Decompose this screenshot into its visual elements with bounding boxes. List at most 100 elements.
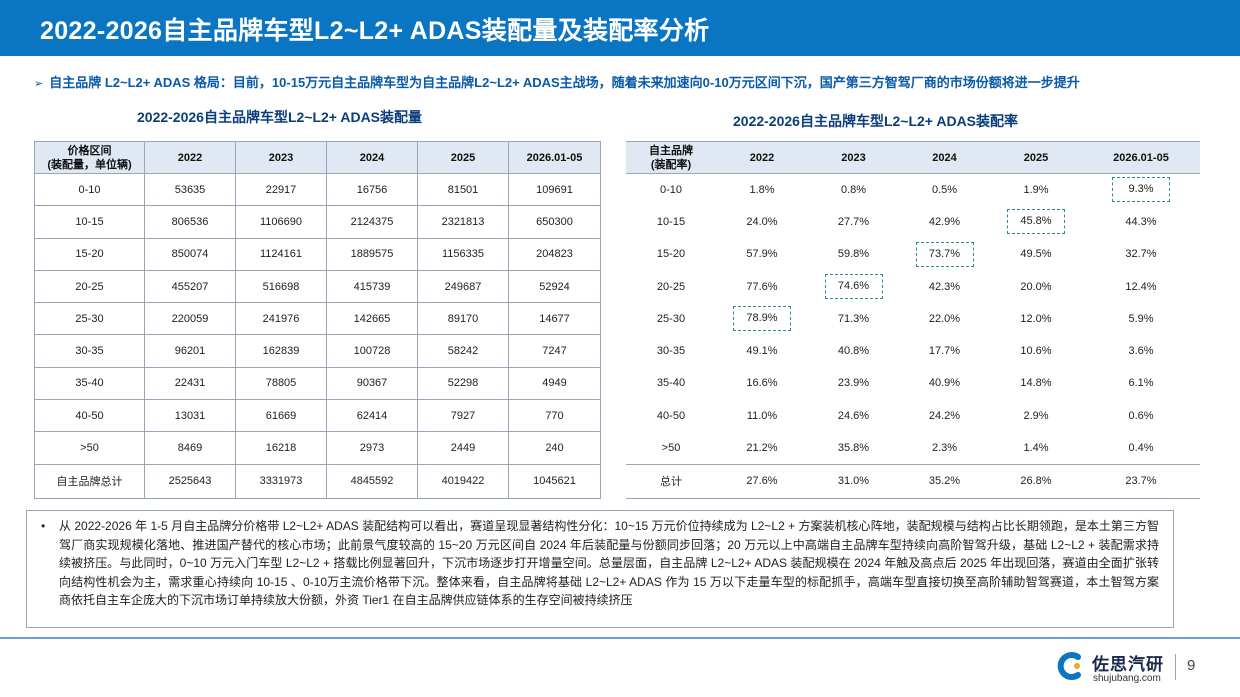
table-cell: 16756 — [326, 172, 418, 207]
table-cell: 2124375 — [326, 205, 418, 239]
column-header: 2026.01-05 — [508, 141, 601, 174]
header-line: 自主品牌 — [649, 144, 693, 157]
table-cell: 1.4% — [1023, 441, 1049, 454]
column-header-brand: 自主品牌 (装配率) — [626, 141, 716, 174]
total-label: 自主品牌总计 — [34, 463, 145, 499]
column-header: 2024 — [899, 141, 990, 174]
row-label: 10-15 — [34, 205, 145, 239]
page-title: 2022-2026自主品牌车型L2~L2+ ADAS装配量及装配率分析 — [40, 17, 710, 45]
brand-url: shujubang.com — [1093, 673, 1161, 684]
table-cell: 12.4% — [1125, 280, 1157, 293]
table-cell: 58242 — [417, 334, 509, 368]
table-cell: 52298 — [417, 366, 509, 401]
column-header: 2022 — [144, 141, 236, 174]
table-cell: 49.5% — [1020, 248, 1052, 261]
table-cell: 6.1% — [1128, 377, 1154, 390]
highlighted-value: 78.9% — [733, 306, 791, 332]
table-row: 15-20 850074 1124161 1889575 1156335 204823 — [34, 237, 601, 271]
table-cell: 90367 — [326, 366, 418, 401]
table-row: 10-15 24.0% 27.7% 42.9% 45.8% 44.3% — [626, 206, 1200, 238]
table-cell: 71.3% — [837, 312, 870, 325]
table-cell: 220059 — [144, 302, 236, 336]
table-cell: 5.9% — [1128, 312, 1154, 325]
table-row: 25-30 78.9% 71.3% 22.0% 12.0% 5.9% — [626, 303, 1200, 335]
bullet-icon: • — [41, 519, 46, 533]
table-cell: 0.4% — [1128, 441, 1154, 454]
table-cell: 142665 — [326, 302, 418, 336]
table-cell: 44.3% — [1125, 215, 1157, 228]
table-cell: 8469 — [144, 431, 236, 465]
table-cell: 2321813 — [417, 205, 509, 239]
table-cell: 40.9% — [928, 377, 961, 390]
column-header-price: 价格区间 (装配量，单位辆) — [34, 141, 145, 174]
row-label: 20-25 — [656, 280, 686, 293]
table-cell: 4949 — [508, 366, 601, 401]
row-label: >50 — [34, 431, 145, 465]
table-row: 15-20 57.9% 59.8% 73.7% 49.5% 32.7% — [626, 238, 1200, 270]
highlighted-value: 74.6% — [824, 274, 883, 300]
table-cell: 20.0% — [1020, 280, 1052, 293]
table-row: 20-25 77.6% 74.6% 42.3% 20.0% 12.4% — [626, 270, 1200, 302]
table-cell: 24.6% — [837, 409, 870, 422]
row-label: 40-50 — [34, 399, 145, 433]
row-label: 20-25 — [34, 269, 145, 304]
table-cell: 1.9% — [1023, 183, 1049, 196]
table-cell: 770 — [508, 399, 601, 433]
page-number: 9 — [1187, 657, 1196, 674]
table-cell: 2.9% — [1023, 409, 1049, 422]
table-cell: 0.8% — [840, 183, 867, 196]
row-label: 10-15 — [656, 215, 686, 228]
header-line: 价格区间 — [67, 144, 112, 157]
table-cell: 249687 — [417, 269, 509, 304]
table-cell: 21.2% — [746, 441, 778, 454]
table-row: >50 21.2% 35.8% 2.3% 1.4% 0.4% — [626, 432, 1200, 464]
highlighted-value: 45.8% — [1007, 209, 1065, 235]
table-cell: 7927 — [417, 399, 509, 433]
footer-divider — [0, 637, 1240, 639]
table-cell: 77.6% — [746, 280, 778, 293]
table-cell: 16.6% — [746, 377, 778, 390]
table-row: 35-40 16.6% 23.9% 40.9% 14.8% 6.1% — [626, 367, 1200, 399]
table-cell: 42.3% — [928, 280, 961, 293]
table-cell: 22431 — [144, 366, 236, 401]
table-row: 20-25 455207 516698 415739 249687 52924 — [34, 269, 601, 304]
table-row: 30-35 49.1% 40.8% 17.7% 10.6% 3.6% — [626, 335, 1200, 367]
table-cell: 3.6% — [1128, 345, 1154, 358]
table-cell: 2973 — [326, 431, 418, 465]
table-cell: 850074 — [144, 237, 236, 271]
row-label: 35-40 — [656, 377, 686, 390]
table-cell: 52924 — [508, 269, 601, 304]
title-bar: 2022-2026自主品牌车型L2~L2+ ADAS装配量及装配率分析 — [0, 0, 1240, 56]
total-cell: 4019422 — [417, 463, 509, 499]
table-cell: 24.2% — [928, 409, 961, 422]
brand-logo-icon — [1057, 652, 1081, 680]
row-label: 15-20 — [656, 248, 686, 261]
table-cell: 17.7% — [928, 345, 961, 358]
table-cell: 9.3% — [1082, 174, 1200, 206]
table-cell: 22917 — [235, 172, 327, 207]
column-header: 2022 — [716, 141, 808, 174]
table-cell: 24.0% — [746, 215, 778, 228]
brand-name: 佐思汽研 — [1092, 655, 1164, 674]
rate-table-title: 2022-2026自主品牌车型L2~L2+ ADAS装配率 — [733, 113, 1019, 129]
row-label: 0-10 — [659, 183, 683, 196]
total-cell: 23.7% — [1082, 463, 1200, 499]
table-cell: 14.8% — [1020, 377, 1052, 390]
column-header: 2023 — [235, 141, 327, 174]
table-cell: 78805 — [235, 366, 327, 401]
table-cell: 0.6% — [1128, 409, 1154, 422]
analysis-note: • 从 2022-2026 年 1-5 月自主品牌分价格带 L2~L2+ ADA… — [26, 510, 1174, 628]
total-label: 总计 — [626, 463, 716, 499]
footer-separator — [1175, 654, 1176, 680]
table-cell: 89170 — [417, 302, 509, 336]
table-cell: 241976 — [235, 302, 327, 336]
table-cell: 61669 — [235, 399, 327, 433]
key-finding-text: 自主品牌 L2~L2+ ADAS 格局：目前，10-15万元自主品牌车型为自主品… — [49, 75, 1080, 90]
row-label: 30-35 — [34, 334, 145, 368]
table-row: >50 8469 16218 2973 2449 240 — [34, 431, 601, 465]
table-row: 40-50 13031 61669 62414 7927 770 — [34, 399, 601, 433]
row-label: 40-50 — [656, 409, 686, 422]
table-cell: 40.8% — [837, 345, 870, 358]
table-cell: 14677 — [508, 302, 601, 336]
row-label: 0-10 — [34, 172, 145, 207]
